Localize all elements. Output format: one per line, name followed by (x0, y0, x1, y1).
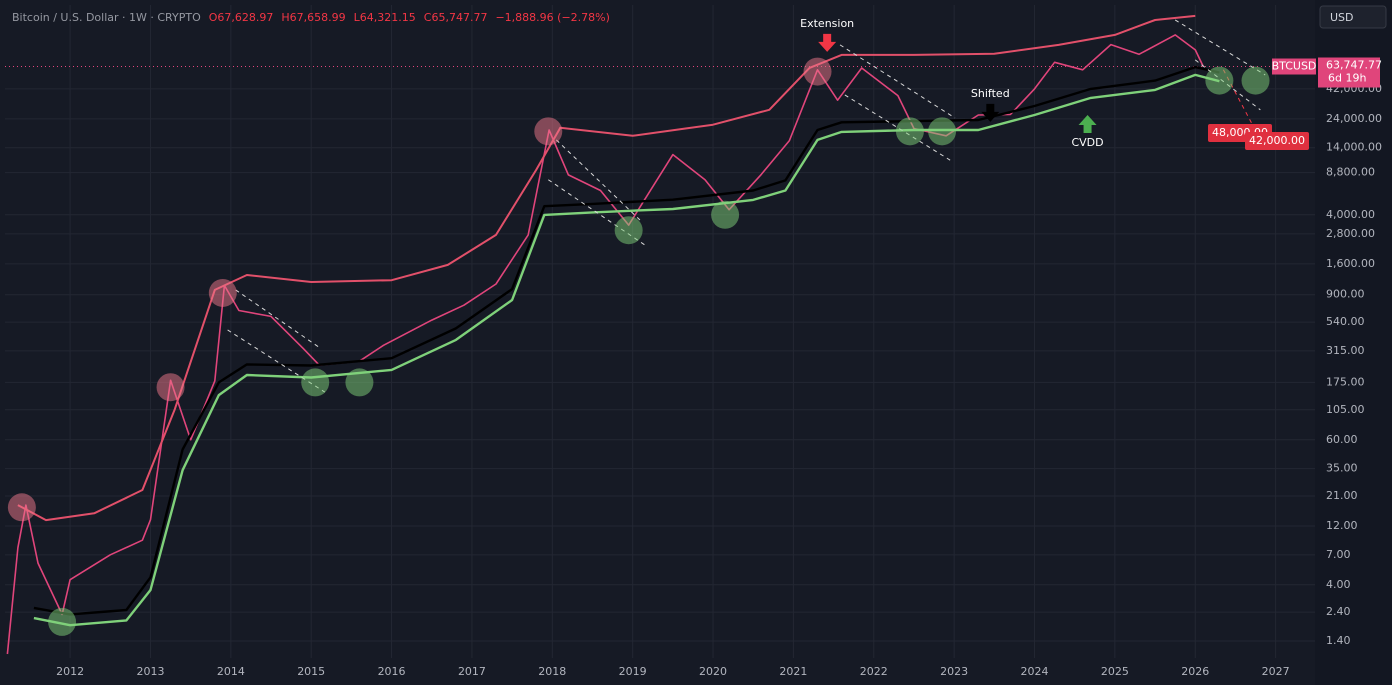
x-tick-label: 2022 (860, 665, 888, 678)
projection-box (1245, 132, 1309, 150)
plot: Extension Shifted CVDD (5, 14, 1315, 655)
header-value: C65,747.77 (424, 11, 488, 24)
highlight-circle (895, 117, 924, 146)
x-tick-label: 2025 (1101, 665, 1129, 678)
annotation-label: Shifted (971, 87, 1010, 100)
projection-label: 42,000.00 (1249, 134, 1305, 147)
price-axis (1315, 0, 1392, 685)
y-tick-label: 4.00 (1326, 578, 1351, 591)
annotation-label: CVDD (1071, 136, 1103, 149)
x-tick-label: 2015 (297, 665, 325, 678)
symbol-label: BTCUSD (1272, 60, 1317, 73)
y-tick-label: 60.00 (1326, 433, 1358, 446)
header: Bitcoin / U.S. Dollar · 1W · CRYPTO O67,6… (12, 11, 610, 24)
y-tick-label: 8,800.00 (1326, 166, 1375, 179)
y-tick-label: 21.00 (1326, 489, 1358, 502)
series-line (17, 14, 1196, 522)
symbol: Bitcoin / U.S. Dollar · 1W · CRYPTO (12, 11, 201, 24)
y-tick-label: 2,800.00 (1326, 227, 1375, 240)
highlight-circle (928, 117, 957, 146)
trendline (235, 289, 321, 349)
x-tick-label: 2012 (56, 665, 84, 678)
highlight-circle (345, 368, 374, 397)
y-tick-label: 1,600.00 (1326, 257, 1375, 270)
x-tick-label: 2016 (378, 665, 406, 678)
trendline (1174, 19, 1266, 76)
countdown-label: 6d 19h (1328, 72, 1366, 85)
highlight-circle (208, 278, 237, 307)
x-tick-label: 2019 (619, 665, 647, 678)
highlight-circle (803, 57, 832, 86)
x-tick-label: 2026 (1181, 665, 1209, 678)
series-line (33, 65, 1220, 616)
trendline (839, 44, 956, 119)
highlight-circle (156, 373, 185, 402)
x-tick-label: 2024 (1021, 665, 1049, 678)
header-value: −1,888.96 (−2.78%) (495, 11, 609, 24)
highlight-circle (48, 607, 77, 636)
currency: USD (1330, 11, 1354, 24)
y-tick-label: 12.00 (1326, 519, 1358, 532)
header-value: H67,658.99 (281, 11, 345, 24)
y-tick-label: 1.40 (1326, 634, 1351, 647)
highlight-circle (534, 117, 563, 146)
x-tick-label: 2018 (538, 665, 566, 678)
highlight-circle (7, 493, 36, 522)
header-value: O67,628.97 (209, 11, 274, 24)
highlight-circle (1205, 66, 1234, 95)
y-tick-label: 2.40 (1326, 605, 1351, 618)
x-tick-label: 2027 (1262, 665, 1290, 678)
x-tick-label: 2017 (458, 665, 486, 678)
y-tick-label: 7.00 (1326, 548, 1351, 561)
y-tick-label: 35.00 (1326, 462, 1358, 475)
y-tick-label: 24,000.00 (1326, 112, 1382, 125)
annotation-label: Extension (800, 17, 854, 30)
y-tick-label: 105.00 (1326, 403, 1365, 416)
x-tick-label: 2020 (699, 665, 727, 678)
symbol-box (1272, 58, 1316, 75)
y-tick-label: 315.00 (1326, 344, 1365, 357)
y-tick-label: 540.00 (1326, 315, 1365, 328)
header-value: L64,321.15 (354, 11, 416, 24)
annotation: CVDD (1071, 114, 1104, 149)
y-tick-label: 175.00 (1326, 375, 1365, 388)
y-tick-label: 900.00 (1326, 288, 1365, 301)
annotation-arrow (1078, 114, 1097, 133)
annotation-arrow (818, 33, 837, 52)
highlight-circle (1241, 66, 1270, 95)
x-tick-label: 2013 (136, 665, 164, 678)
ohlc: O67,628.97 H67,658.99 L64,321.15 C65,747.77… (209, 11, 610, 24)
trendline (555, 139, 641, 221)
x-tick-label: 2023 (940, 665, 968, 678)
y-tick-label: 4,000.00 (1326, 208, 1375, 221)
annotation: Extension (800, 17, 854, 52)
series-line (33, 73, 1220, 627)
price-box (1318, 57, 1380, 88)
annotation: Shifted (971, 87, 1010, 122)
y-tick-label: 14,000.00 (1326, 141, 1382, 154)
x-tick-label: 2014 (217, 665, 245, 678)
currency-box (1319, 5, 1387, 29)
annotation-arrow (981, 103, 1000, 122)
price-label: 63,747.77 (1326, 59, 1382, 72)
highlight-circle (711, 200, 740, 229)
x-tick-label: 2021 (779, 665, 807, 678)
highlight-circle (614, 216, 643, 245)
highlight-circle (301, 368, 330, 397)
